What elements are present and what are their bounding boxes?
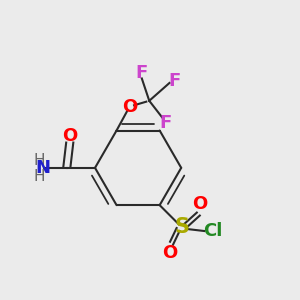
Text: O: O [192,195,207,213]
Text: H: H [33,153,45,168]
Text: O: O [62,127,77,145]
Text: F: F [136,64,148,82]
Text: N: N [35,159,50,177]
Text: Cl: Cl [203,222,222,240]
Text: F: F [160,114,172,132]
Text: F: F [169,73,181,91]
Text: O: O [122,98,138,116]
Text: O: O [162,244,178,262]
Text: H: H [33,169,45,184]
Text: S: S [175,218,190,237]
